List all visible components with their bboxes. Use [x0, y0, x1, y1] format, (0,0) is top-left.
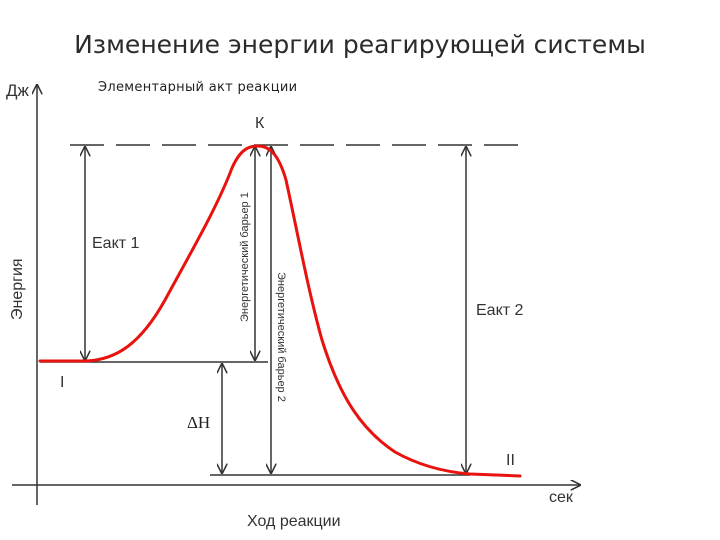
eact2-label: Еакт 2 [476, 302, 524, 319]
page-title: Изменение энергии реагирующей системы [74, 30, 646, 59]
y-unit-label: Дж [6, 81, 30, 100]
x-unit-label: сек [549, 489, 574, 506]
page-subtitle: Элементарный акт реакции [98, 80, 298, 95]
delta-h-label: ΔH [187, 413, 210, 432]
barrier1-label: Энергетический барьер 1 [239, 192, 251, 322]
eact1-label: Еакт 1 [92, 235, 140, 252]
energy-curve [38, 144, 522, 478]
y-axis-label: Энергия [9, 258, 26, 320]
barrier2-label: Энергетический барьер 2 [275, 272, 287, 402]
transition-state-label: К [255, 115, 265, 132]
x-axis-label: Ход реакции [247, 513, 341, 530]
final-state-label: II [506, 452, 515, 469]
initial-state-label: I [60, 374, 64, 391]
